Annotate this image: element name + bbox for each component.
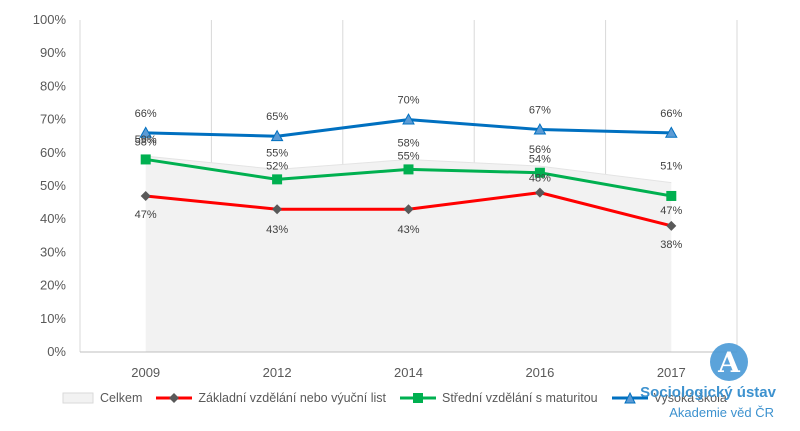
legend-label-stredni: Střední vzdělání s maturitou: [441, 391, 598, 405]
data-label: 38%: [660, 239, 682, 251]
legend-label-vysoka: Vysoká škola: [653, 391, 727, 405]
data-label: 56%: [529, 144, 551, 156]
marker-square: [534, 167, 545, 178]
area-layer: [145, 155, 672, 352]
marker-square: [666, 190, 677, 201]
marker-diamond: [140, 190, 151, 201]
y-tick-label: 100%: [33, 12, 67, 27]
axes: 0% 10% 20% 30% 40% 50% 60% 70% 80% 90% 100% 2009 201…: [33, 12, 737, 380]
data-label: 58%: [135, 136, 157, 148]
legend-label-zakladni: Základní vzdělání nebo výuční list: [198, 391, 386, 405]
x-tick-label: 2009: [131, 365, 160, 380]
logo-a-icon: A: [710, 343, 748, 381]
marker-diamond: [666, 220, 677, 231]
x-tick-label: 2012: [263, 365, 292, 380]
data-label: 66%: [135, 108, 157, 120]
y-tick-label: 80%: [40, 78, 66, 93]
data-label: 65%: [266, 111, 288, 123]
marker-square: [140, 154, 151, 165]
marker-diamond: [534, 187, 545, 198]
y-tick-label: 70%: [40, 112, 66, 127]
area-edge-celkem: [145, 155, 672, 184]
data-label: 47%: [135, 209, 157, 221]
data-label: 54%: [529, 154, 551, 166]
data-label: 67%: [529, 105, 551, 117]
y-tick-label: 50%: [40, 178, 66, 193]
legend-line-square-icon: [399, 393, 436, 403]
legend-swatch-area-icon: [62, 392, 94, 404]
marker-triangle: [402, 113, 415, 125]
marker-square: [403, 164, 414, 175]
data-label: 43%: [266, 224, 288, 236]
legend-item-celkem[interactable]: Celkem: [62, 391, 142, 405]
y-tick-label: 40%: [40, 211, 66, 226]
y-tick-label: 10%: [40, 311, 66, 326]
y-tick-label: 60%: [40, 145, 66, 160]
data-label: 47%: [660, 205, 682, 217]
data-label: 55%: [397, 150, 419, 162]
marker-diamond: [403, 204, 414, 215]
data-label: 48%: [529, 173, 551, 185]
logo-title: Sociologický ústav: [640, 384, 776, 401]
legend-item-zakladni[interactable]: Základní vzdělání nebo výuční list: [156, 391, 386, 405]
legend: Celkem Základní vzdělání nebo výuční lis…: [62, 389, 727, 407]
y-tick-label: 0%: [47, 344, 66, 359]
data-label: 51%: [660, 161, 682, 173]
y-tick-label: 20%: [40, 278, 66, 293]
marker-diamond: [272, 204, 283, 215]
x-tick-label: 2014: [394, 365, 423, 380]
logo-subtitle: Akademie věd ČR: [669, 405, 774, 420]
data-label: 66%: [660, 108, 682, 120]
y-tick-label: 30%: [40, 244, 66, 259]
marker-triangle: [139, 126, 153, 138]
data-label: 52%: [266, 160, 288, 172]
legend-item-stredni[interactable]: Střední vzdělání s maturitou: [399, 391, 598, 405]
series-markers: [139, 113, 678, 231]
data-labels: 59%55%58%56%51%47%43% 43%48%38%58%52%55% 5…: [135, 95, 683, 251]
data-label: 55%: [266, 147, 288, 159]
area-fill-celkem: [145, 156, 672, 352]
data-label: 58%: [397, 137, 419, 149]
marker-square: [272, 174, 283, 185]
legend-line-diamond-icon: [156, 393, 193, 403]
x-tick-label: 2017: [657, 365, 686, 380]
data-label: 70%: [397, 95, 419, 107]
marker-triangle: [664, 126, 678, 138]
x-tick-label: 2016: [525, 365, 554, 380]
y-tick-label: 90%: [40, 45, 66, 60]
legend-line-triangle-icon: [611, 392, 648, 404]
marker-triangle: [533, 123, 547, 135]
legend-item-vysoka[interactable]: Vysoká škola: [611, 391, 727, 405]
legend-label-celkem: Celkem: [100, 391, 143, 405]
marker-triangle: [270, 129, 284, 142]
data-label: 43%: [397, 224, 419, 236]
institute-logo: A Sociologický ústav Akademie věd ČR: [638, 343, 788, 423]
data-label: 59%: [135, 134, 157, 146]
